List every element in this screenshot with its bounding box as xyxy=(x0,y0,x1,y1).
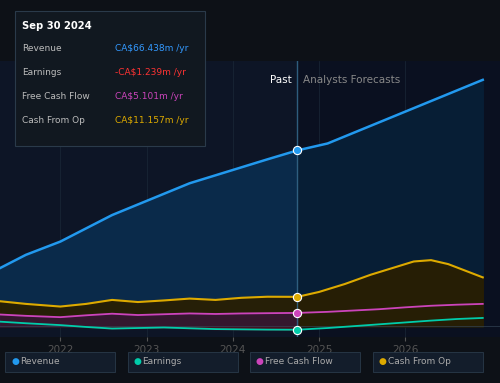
Text: CA$66.438m /yr: CA$66.438m /yr xyxy=(115,44,188,53)
Text: -CA$1.239m /yr: -CA$1.239m /yr xyxy=(115,68,186,77)
Text: ●: ● xyxy=(378,357,386,367)
Point xyxy=(294,294,302,300)
Text: ●: ● xyxy=(134,357,141,367)
Text: Cash From Op: Cash From Op xyxy=(388,357,450,367)
Text: Sep 30 2024: Sep 30 2024 xyxy=(22,21,92,31)
Text: Earnings: Earnings xyxy=(22,68,62,77)
Text: Revenue: Revenue xyxy=(22,44,62,53)
Text: ●: ● xyxy=(256,357,264,367)
Bar xyxy=(0,61,298,337)
Bar xyxy=(298,61,500,337)
Text: Analysts Forecasts: Analysts Forecasts xyxy=(302,75,400,85)
Text: Past: Past xyxy=(270,75,292,85)
Point xyxy=(294,327,302,333)
Text: Free Cash Flow: Free Cash Flow xyxy=(265,357,333,367)
Text: Earnings: Earnings xyxy=(142,357,182,367)
Point xyxy=(294,147,302,154)
Text: CA$5.101m /yr: CA$5.101m /yr xyxy=(115,92,183,101)
Text: Revenue: Revenue xyxy=(20,357,59,367)
Text: Cash From Op: Cash From Op xyxy=(22,116,86,125)
Text: Free Cash Flow: Free Cash Flow xyxy=(22,92,90,101)
Text: CA$11.157m /yr: CA$11.157m /yr xyxy=(115,116,188,125)
Point xyxy=(294,310,302,316)
Text: ●: ● xyxy=(11,357,19,367)
